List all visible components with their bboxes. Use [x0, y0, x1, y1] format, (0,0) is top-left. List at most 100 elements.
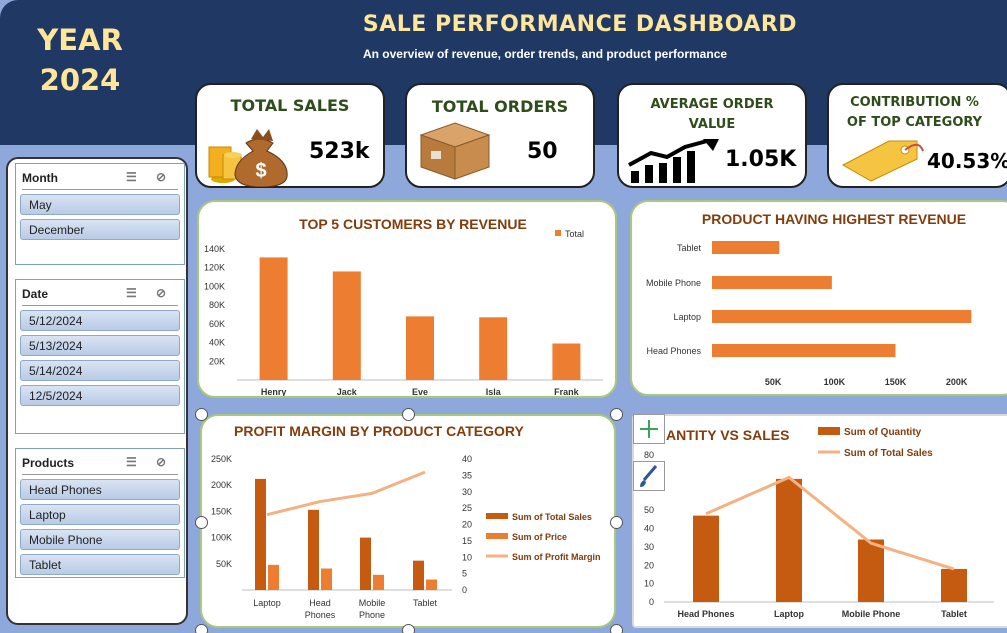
bar: [255, 478, 266, 590]
x-tick-label: Tablet: [413, 598, 438, 608]
x-tick-label: Jack: [337, 387, 358, 396]
resize-handle[interactable]: [195, 516, 208, 529]
y-tick-label: 80: [644, 450, 654, 460]
year-block: YEAR 2024: [20, 20, 140, 100]
y-tick-label: 100K: [204, 281, 225, 291]
kpi-label-line2: OF TOP CATEGORY: [846, 115, 983, 130]
x-tick-label: Mobile: [359, 598, 386, 608]
resize-handle[interactable]: [402, 624, 415, 633]
price-tag-icon: [841, 140, 924, 182]
slicer-items: 5/12/2024 5/13/2024 5/14/2024 12/5/2024: [16, 310, 184, 406]
chart-top-customers[interactable]: TOP 5 CUSTOMERS BY REVENUE Total 20K 40K 60K…: [197, 200, 617, 398]
y-tick-label: Tablet: [677, 243, 702, 253]
multi-select-icon[interactable]: ☰: [126, 170, 137, 184]
slicer-items: Head Phones Laptop Mobile Phone Tablet: [16, 479, 184, 575]
resize-handle[interactable]: [610, 624, 623, 633]
resize-handle[interactable]: [610, 516, 623, 529]
bar: [413, 560, 424, 590]
legend-swatch: [818, 427, 840, 435]
bar: [941, 568, 967, 602]
resize-handle[interactable]: [610, 408, 623, 421]
slicer-items: May December: [16, 194, 184, 240]
x-tick-label: Head Phones: [677, 609, 734, 619]
y-tick-label: 150K: [211, 506, 232, 516]
chart-elements-button[interactable]: [633, 414, 665, 444]
legend-label: Sum of Price: [512, 532, 567, 542]
resize-handle[interactable]: [195, 408, 208, 421]
slicer-title: Date: [22, 287, 49, 301]
chart-title: ANTITY VS SALES: [666, 427, 789, 443]
chart-quantity-vs-sales[interactable]: ANTITY VS SALES Sum of Quantity Sum of Tot…: [632, 414, 1007, 628]
slicer-item[interactable]: May: [20, 194, 180, 215]
bar: [693, 515, 719, 602]
y-tick-label: 30: [644, 542, 654, 552]
multi-select-icon[interactable]: ☰: [126, 286, 137, 300]
y-tick-label: 10: [644, 579, 654, 589]
y-tick-label: 50: [644, 505, 654, 515]
y-tick-label: Mobile Phone: [646, 278, 701, 288]
y2-tick-label: 15: [462, 536, 472, 546]
chart-styles-button[interactable]: [633, 461, 665, 491]
year-value: 2024: [39, 63, 121, 97]
x-tick-label: Tablet: [941, 609, 967, 619]
slicer-item[interactable]: 5/13/2024: [20, 335, 180, 356]
y-tick-label: 140K: [204, 244, 225, 254]
chart-title: PRODUCT HAVING HIGHEST REVENUE: [702, 211, 966, 227]
y-tick-label: 200K: [211, 480, 232, 490]
slicer-item[interactable]: Head Phones: [20, 479, 180, 500]
chart-title: PROFIT MARGIN BY PRODUCT CATEGORY: [234, 423, 525, 439]
kpi-label: TOTAL SALES: [230, 96, 350, 115]
kpi-value: 40.53%: [927, 149, 1007, 173]
kpi-total-orders: TOTAL ORDERS 50: [405, 83, 595, 188]
y2-tick-label: 0: [462, 585, 467, 595]
svg-text:$: $: [255, 160, 266, 182]
plus-icon: [640, 420, 658, 438]
y-tick-label: Laptop: [673, 312, 701, 322]
y-tick-label: 100K: [211, 533, 232, 543]
y-tick-label: 250K: [211, 454, 232, 464]
bar: [479, 317, 508, 380]
clear-filter-icon[interactable]: ⊘: [156, 286, 167, 300]
slicer-item[interactable]: Laptop: [20, 504, 180, 525]
money-bag-icon: $: [208, 129, 288, 187]
slicer-header: Date ☰ ⊘: [22, 280, 178, 306]
clear-filter-icon[interactable]: ⊘: [156, 455, 167, 469]
chart-product-revenue[interactable]: PRODUCT HAVING HIGHEST REVENUE Tablet Mobi…: [630, 200, 1007, 396]
x-tick-label: Isla: [486, 387, 502, 396]
y-tick-label: 20: [644, 560, 654, 570]
kpi-label-line1: AVERAGE ORDER: [650, 97, 774, 112]
legend-label: Total: [565, 229, 584, 239]
multi-select-icon[interactable]: ☰: [126, 455, 137, 469]
y2-tick-label: 10: [462, 552, 472, 562]
profit-margin-svg: PROFIT MARGIN BY PRODUCT CATEGORY 50K 100K…: [211, 423, 601, 620]
slicer-item[interactable]: Tablet: [20, 554, 180, 575]
slicer-item[interactable]: Mobile Phone: [20, 529, 180, 550]
slicer-item[interactable]: 12/5/2024: [20, 385, 180, 406]
clear-filter-icon[interactable]: ⊘: [156, 170, 167, 184]
x-tick-label: 50K: [765, 377, 782, 387]
kpi-label-line2: VALUE: [688, 117, 736, 132]
x-tick-label: Eve: [412, 387, 428, 396]
slicer-item[interactable]: 5/14/2024: [20, 360, 180, 381]
slicer-month: Month ☰ ⊘ May December: [15, 163, 185, 265]
top-customers-svg: TOP 5 CUSTOMERS BY REVENUE Total 20K 40K 60K…: [204, 216, 603, 396]
kpi-label-line1: CONTRIBUTION %: [850, 95, 979, 110]
slicer-date: Date ☰ ⊘ 5/12/2024 5/13/2024 5/14/2024 12/5…: [15, 279, 185, 434]
x-tick-label: Laptop: [774, 609, 804, 619]
x-tick-label: Mobile Phone: [842, 609, 901, 619]
x-tick-label: Henry: [261, 387, 287, 396]
slicer-header: Products ☰ ⊘: [22, 449, 178, 475]
kpi-total-sales: TOTAL SALES $ 523k: [195, 83, 385, 188]
slicer-item[interactable]: December: [20, 219, 180, 240]
slicer-title: Products: [22, 456, 75, 470]
resize-handle[interactable]: [402, 408, 415, 421]
resize-handle[interactable]: [195, 624, 208, 633]
chart-profit-margin[interactable]: PROFIT MARGIN BY PRODUCT CATEGORY 50K 100K…: [200, 414, 616, 628]
x-tick-label: 100K: [824, 377, 846, 387]
legend-swatch: [486, 533, 508, 539]
y2-tick-label: 25: [462, 503, 472, 513]
kpi-value: 50: [527, 139, 558, 164]
slicer-item[interactable]: 5/12/2024: [20, 310, 180, 331]
x-tick-label: 200K: [946, 377, 968, 387]
bar: [308, 509, 319, 590]
